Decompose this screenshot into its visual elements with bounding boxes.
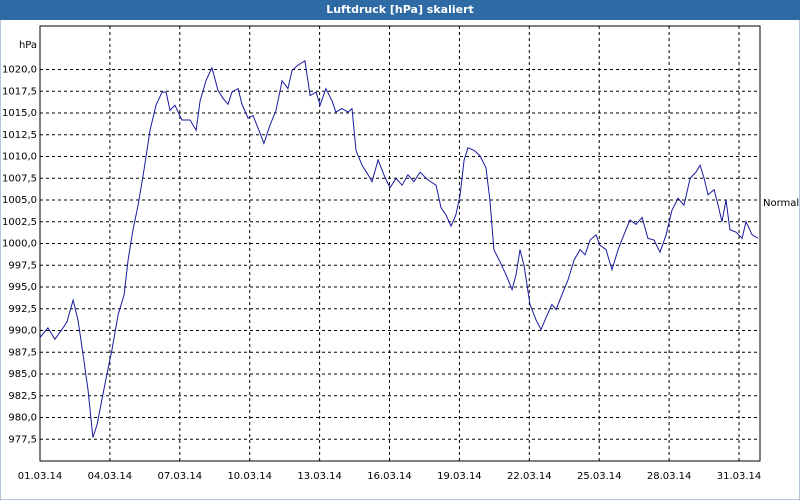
line-series bbox=[39, 59, 759, 438]
y-tick-label: 997,5 bbox=[8, 260, 37, 271]
x-tick-label: 25.03.14 bbox=[577, 471, 622, 482]
y-tick-label: 987,5 bbox=[8, 347, 37, 358]
x-tick-label: 01.03.14 bbox=[18, 471, 63, 482]
y-tick-label: 1017,5 bbox=[2, 86, 37, 97]
y-tick-label: 1015,0 bbox=[2, 108, 37, 119]
x-tick-label: 31.03.14 bbox=[717, 471, 762, 482]
x-tick-label: 28.03.14 bbox=[647, 471, 692, 482]
annotation: Normal bbox=[763, 198, 799, 209]
y-tick-label: 990,0 bbox=[8, 326, 37, 337]
x-tick-label: 10.03.14 bbox=[227, 471, 272, 482]
y-tick-label: 1005,0 bbox=[2, 195, 37, 206]
y-tick-label: 977,5 bbox=[8, 434, 37, 445]
y-tick-label: 985,0 bbox=[8, 369, 37, 380]
y-tick-label: 1020,0 bbox=[2, 65, 37, 76]
y-tick-label: 1012,5 bbox=[2, 130, 37, 141]
y-tick-label: 980,0 bbox=[8, 413, 37, 424]
x-tick-label: 07.03.14 bbox=[158, 471, 203, 482]
x-tick-label: 22.03.14 bbox=[507, 471, 552, 482]
y-tick-label: 1000,0 bbox=[2, 239, 37, 250]
title-bar bbox=[0, 0, 800, 20]
x-tick-label: 19.03.14 bbox=[437, 471, 482, 482]
x-tick-label: 13.03.14 bbox=[297, 471, 342, 482]
x-tick-label: 16.03.14 bbox=[367, 471, 412, 482]
x-tick-label: 04.03.14 bbox=[88, 471, 133, 482]
y-tick-label: 1007,5 bbox=[2, 173, 37, 184]
y-tick-label: 992,5 bbox=[8, 304, 37, 315]
chart-title: Luftdruck [hPa] skaliert bbox=[326, 3, 474, 16]
y-tick-label: 1010,0 bbox=[2, 152, 37, 163]
y-tick-label: 1002,5 bbox=[2, 217, 37, 228]
y-tick-label: 995,0 bbox=[8, 282, 37, 293]
y-unit: hPa bbox=[19, 40, 37, 51]
y-tick-label: 982,5 bbox=[8, 391, 37, 402]
